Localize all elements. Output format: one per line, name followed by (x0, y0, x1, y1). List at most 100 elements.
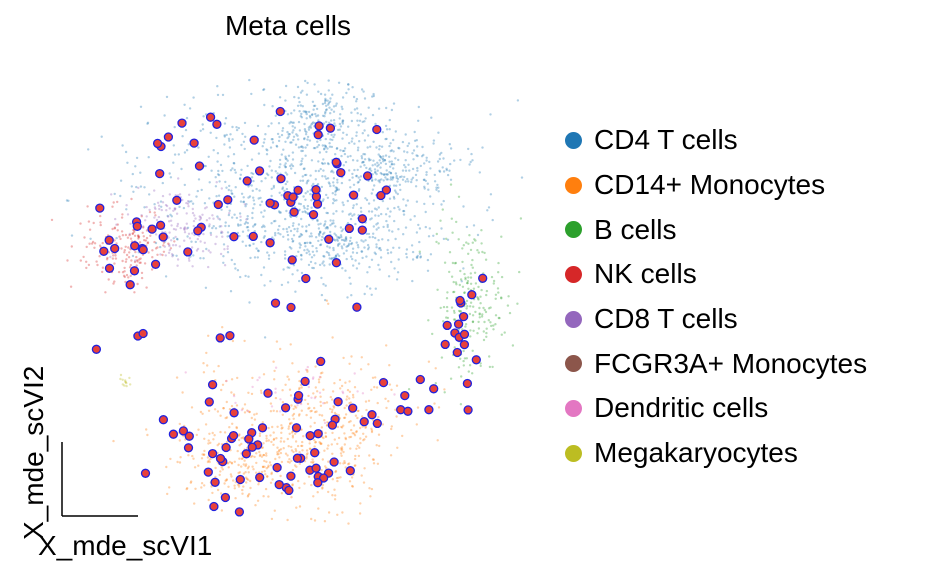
cell-point (178, 193, 182, 196)
cell-point (101, 266, 105, 269)
cell-point (349, 255, 353, 258)
cell-point (376, 401, 379, 405)
cell-point (332, 110, 336, 113)
cell-point (128, 233, 131, 237)
cell-point (124, 379, 127, 382)
cell-point (65, 199, 69, 202)
cell-point (276, 132, 280, 136)
cell-point (326, 421, 329, 424)
cell-point (286, 454, 289, 457)
metacell-point (311, 463, 321, 473)
cell-point (339, 234, 343, 237)
cell-point (405, 248, 409, 251)
cell-point (216, 215, 219, 218)
cell-point (308, 406, 311, 410)
cell-point (469, 335, 472, 338)
cell-point (323, 112, 327, 115)
cell-point (296, 134, 299, 137)
cell-point (471, 349, 474, 352)
cell-point (473, 271, 477, 274)
cell-point (255, 452, 258, 455)
cell-point (469, 301, 473, 304)
cell-point (247, 465, 250, 468)
cell-point (361, 415, 364, 418)
cell-point (248, 78, 251, 82)
cell-point (301, 105, 304, 108)
cell-point (375, 146, 378, 149)
cell-point (169, 219, 173, 222)
cell-point (298, 279, 301, 283)
cell-point (307, 263, 311, 267)
cell-point (482, 338, 486, 342)
cell-point (234, 171, 237, 174)
cell-point (256, 378, 259, 382)
cell-point (294, 406, 298, 409)
cell-point (377, 153, 380, 156)
cell-point (337, 243, 340, 246)
metacell-point (462, 378, 473, 389)
cell-point (243, 459, 246, 462)
cell-point (323, 147, 326, 150)
cell-point (208, 197, 211, 200)
cell-point (171, 254, 175, 257)
metacell-point (313, 478, 323, 488)
cell-point (457, 366, 461, 369)
cell-point (345, 404, 348, 407)
cell-point (289, 141, 292, 144)
cell-point (241, 240, 244, 243)
metacell-point (184, 431, 194, 441)
cell-point (360, 88, 364, 91)
cell-point (376, 462, 380, 465)
cell-point (425, 171, 428, 174)
cell-point (387, 239, 390, 242)
cell-point (374, 252, 377, 256)
cell-point (315, 247, 318, 250)
cell-point (164, 203, 168, 207)
cell-point (275, 340, 279, 343)
cell-point (367, 363, 370, 366)
cell-point (331, 478, 334, 481)
cell-point (318, 413, 321, 417)
cell-point (239, 173, 242, 176)
cell-point (136, 259, 139, 262)
cell-point (267, 257, 271, 260)
cell-point (348, 390, 352, 393)
cell-point (119, 237, 122, 241)
cell-point (145, 236, 149, 240)
cell-point (330, 257, 333, 261)
cell-point (460, 375, 463, 378)
cell-point (233, 484, 236, 487)
cell-point (101, 270, 104, 274)
cell-point (288, 246, 292, 249)
cell-point (267, 439, 270, 442)
cell-point (277, 122, 281, 125)
cell-point (471, 266, 474, 269)
cell-point (208, 225, 211, 228)
cell-point (142, 226, 145, 229)
metacell-point (130, 241, 140, 251)
cell-point (265, 467, 268, 470)
cell-point (291, 121, 294, 124)
cell-point (190, 240, 193, 243)
cell-point (224, 117, 228, 120)
cell-point (366, 271, 369, 274)
cell-point (342, 424, 345, 427)
cell-point (305, 112, 308, 116)
cell-point (373, 168, 377, 171)
cell-point (350, 111, 353, 114)
cell-point (332, 212, 335, 215)
cell-point (161, 181, 164, 185)
cell-point (196, 247, 200, 251)
cell-point (253, 455, 256, 459)
metacell-point (372, 124, 382, 135)
cell-point (221, 235, 224, 238)
cell-point (224, 180, 227, 184)
cell-point (464, 278, 467, 281)
cell-point (292, 129, 295, 132)
cell-point (305, 130, 308, 134)
cell-point (317, 239, 320, 243)
cell-point (332, 248, 335, 252)
cell-point (326, 99, 329, 102)
cell-point (347, 125, 350, 128)
cell-point (278, 166, 281, 169)
